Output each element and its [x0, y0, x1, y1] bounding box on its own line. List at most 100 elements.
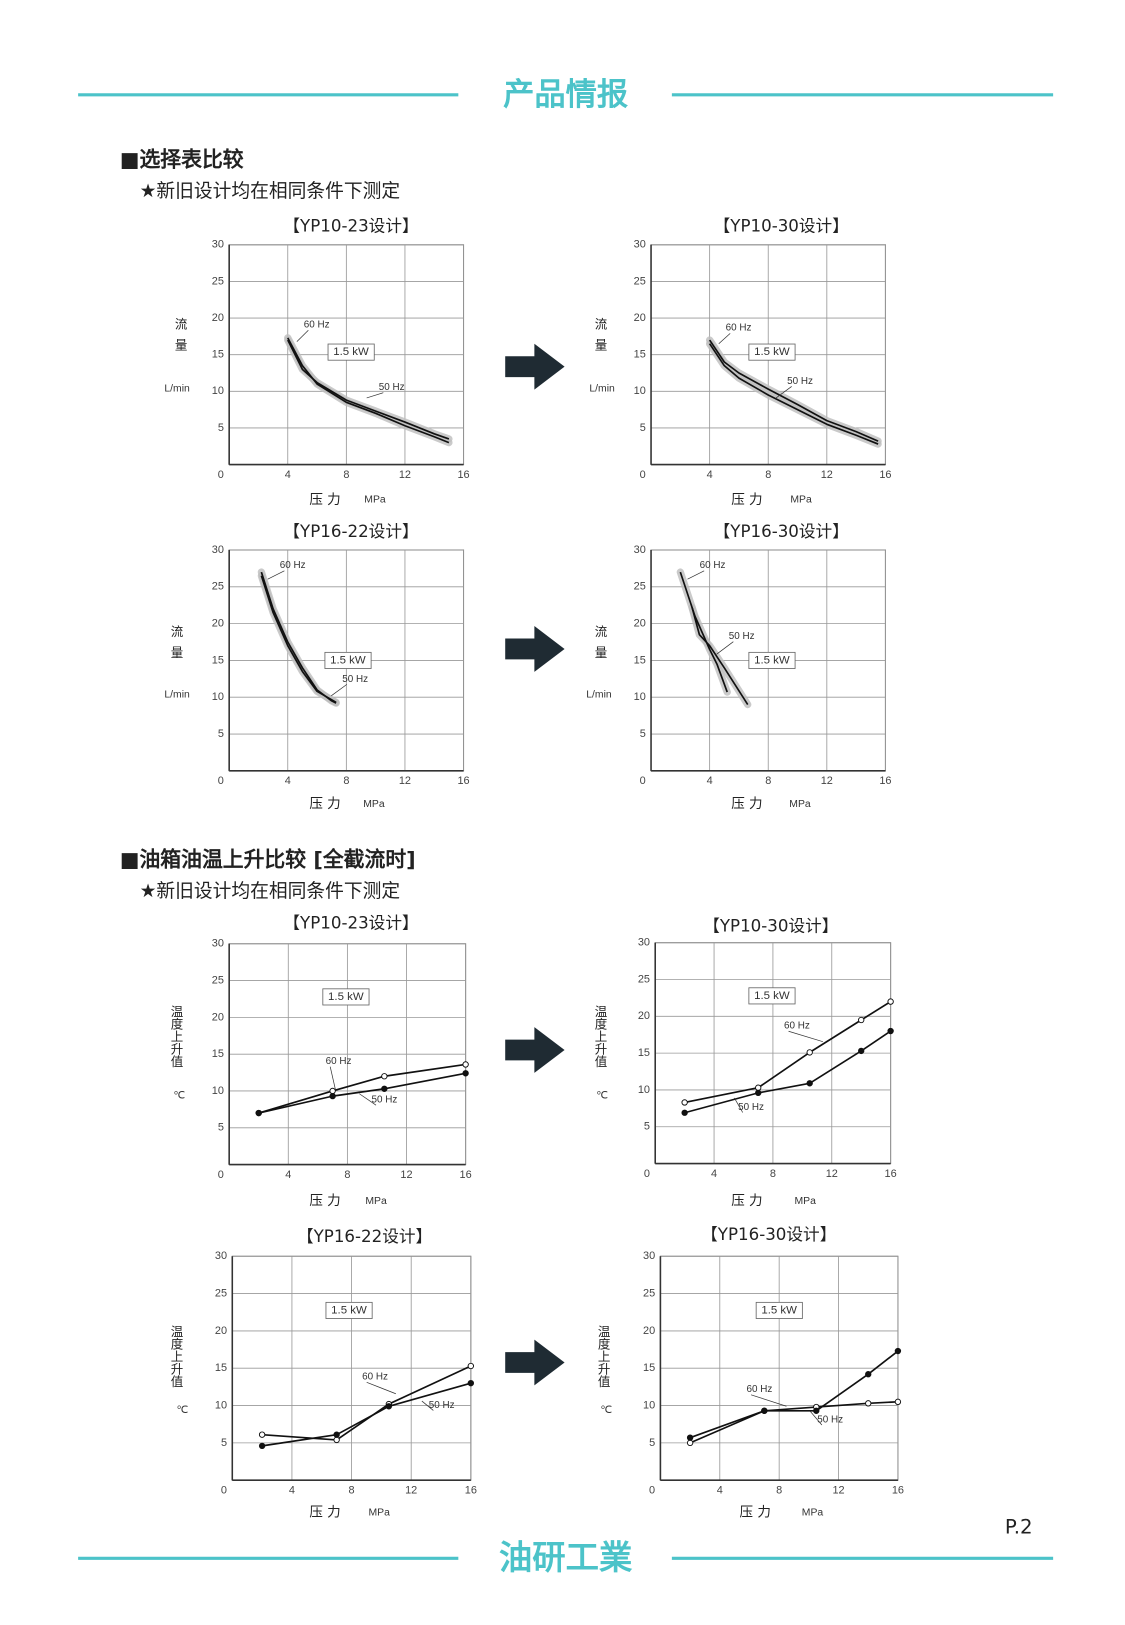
- y-tick-label: 20: [643, 1325, 655, 1337]
- series-line: [260, 575, 337, 704]
- y-tick-label: 30: [638, 937, 650, 949]
- y-tick-label: 5: [218, 1122, 224, 1134]
- y-tick-label: 30: [215, 1250, 227, 1262]
- section-heading: ■油箱油温上升比较 [全截流时]: [120, 847, 416, 871]
- label-leader: [296, 329, 309, 342]
- label-leader: [810, 1411, 823, 1426]
- data-point: [462, 1061, 469, 1068]
- y-tick-label: 10: [212, 691, 224, 703]
- chart: 0 4 8 12 16 5 10 15 20 25 30 【YP10-23设计】温度上升值 ℃ 压 力 MP…: [169, 913, 472, 1209]
- label-leader: [718, 333, 731, 345]
- section-note: ★新旧设计均在相同条件下测定: [140, 880, 401, 902]
- arrow: [505, 343, 565, 390]
- y-tick-label: 5: [218, 728, 224, 740]
- x-tick-label: 16: [460, 1169, 472, 1181]
- x-tick-label: 8: [776, 1485, 782, 1497]
- y-tick-label: 25: [212, 581, 224, 593]
- y-tick-label: 15: [212, 654, 224, 666]
- y-axis-label: 温度上升值: [169, 1005, 184, 1068]
- y-tick-label: 10: [634, 691, 646, 703]
- y-tick-label: 20: [634, 312, 646, 324]
- x-tick-label: 12: [400, 1169, 412, 1181]
- series-line: [708, 339, 879, 442]
- series-line: [258, 1063, 466, 1114]
- chart-title: 【YP10-23设计】: [283, 913, 418, 932]
- label-leader: [366, 1381, 396, 1395]
- arrow: [505, 1339, 565, 1386]
- chart: 0 4 8 12 16 5 10 15 20 25 30 【YP16-30设计】温度上升值 ℃ 压 力 MP…: [596, 1225, 904, 1521]
- series-line: [287, 337, 450, 444]
- x-tick-label: 16: [885, 1168, 897, 1180]
- y-axis-unit: ℃: [600, 1405, 612, 1416]
- y-tick-label: 30: [634, 544, 646, 556]
- y-axis-unit: ℃: [596, 1091, 608, 1102]
- x-tick-label: 4: [707, 775, 713, 787]
- series-label: 60 Hz: [746, 1384, 772, 1395]
- x-tick-label: 8: [770, 1168, 776, 1180]
- series-label: 60 Hz: [700, 560, 726, 571]
- x-axis-unit: MPa: [363, 799, 385, 810]
- x-tick-label: 12: [832, 1485, 844, 1497]
- data-point: [681, 1099, 688, 1106]
- y-tick-label: 10: [212, 385, 224, 397]
- y-tick-label: 30: [212, 938, 224, 950]
- data-point: [681, 1109, 688, 1116]
- x-tick-label: 16: [892, 1485, 904, 1497]
- y-tick-label: 25: [634, 581, 646, 593]
- section-note: ★新旧设计均在相同条件下测定: [140, 180, 401, 202]
- chart: 0 4 8 12 16 5 10 15 20 25 30 【YP16-22设计】流量 L/min 压 力 M…: [164, 522, 469, 812]
- x-axis-unit: MPa: [795, 1196, 817, 1207]
- data-point: [858, 1047, 865, 1055]
- x-tick-label: 16: [457, 469, 469, 481]
- y-tick-label: 15: [634, 349, 646, 361]
- y-tick-label: 25: [638, 973, 650, 985]
- series-label: 60 Hz: [362, 1372, 388, 1383]
- x-tick-label: 4: [717, 1485, 723, 1497]
- x-axis-unit: MPa: [364, 495, 386, 506]
- x-tick-label: 12: [399, 775, 411, 787]
- x-tick-label: 12: [399, 469, 411, 481]
- y-axis-unit: ℃: [176, 1405, 188, 1416]
- x-tick-label: 4: [711, 1168, 717, 1180]
- series-label: 50 Hz: [729, 631, 755, 642]
- data-point: [858, 1016, 865, 1024]
- y-tick-label: 30: [212, 544, 224, 556]
- label-leader: [359, 1093, 377, 1106]
- x-tick-label: 12: [821, 775, 833, 787]
- y-axis-label: 流量: [592, 625, 607, 667]
- label-leader: [421, 1400, 434, 1411]
- data-point: [462, 1070, 469, 1077]
- series-line: [258, 1072, 466, 1114]
- x-axis-label: 压 力: [731, 1193, 762, 1209]
- y-tick-label: 10: [638, 1084, 650, 1096]
- annotation-box: [327, 343, 375, 361]
- x-tick-label: 0: [644, 1168, 650, 1180]
- x-tick-label: 4: [707, 469, 713, 481]
- annotation-box: [325, 1301, 373, 1319]
- x-axis-unit: MPa: [365, 1196, 387, 1207]
- series-line: [260, 571, 337, 704]
- label-leader: [734, 1097, 744, 1113]
- chart-title: 【YP10-30设计】: [714, 217, 849, 236]
- data-point: [467, 1362, 475, 1370]
- annotation-box: [748, 651, 796, 669]
- y-tick-label: 25: [215, 1287, 227, 1299]
- annotation-box: [324, 651, 372, 669]
- x-tick-label: 8: [765, 775, 771, 787]
- data-point: [686, 1439, 694, 1447]
- series-label: 50 Hz: [787, 376, 813, 387]
- y-axis-label: 流量: [169, 625, 184, 667]
- series-line: [261, 1382, 472, 1447]
- data-point: [467, 1379, 475, 1387]
- annotation: 1.5 kW: [761, 1304, 797, 1316]
- chart: 0 4 8 12 16 5 10 15 20 25 30 【YP16-30设计】流量 L/min 压 力 M…: [586, 522, 891, 812]
- annotation: 1.5 kW: [328, 991, 364, 1003]
- x-tick-label: 8: [343, 775, 349, 787]
- data-point: [806, 1080, 813, 1087]
- x-tick-label: 4: [285, 469, 291, 481]
- annotation-box: [755, 1301, 803, 1319]
- y-tick-label: 25: [212, 275, 224, 287]
- data-point: [813, 1407, 820, 1414]
- annotation: 1.5 kW: [330, 654, 366, 666]
- series-label: 60 Hz: [326, 1056, 352, 1067]
